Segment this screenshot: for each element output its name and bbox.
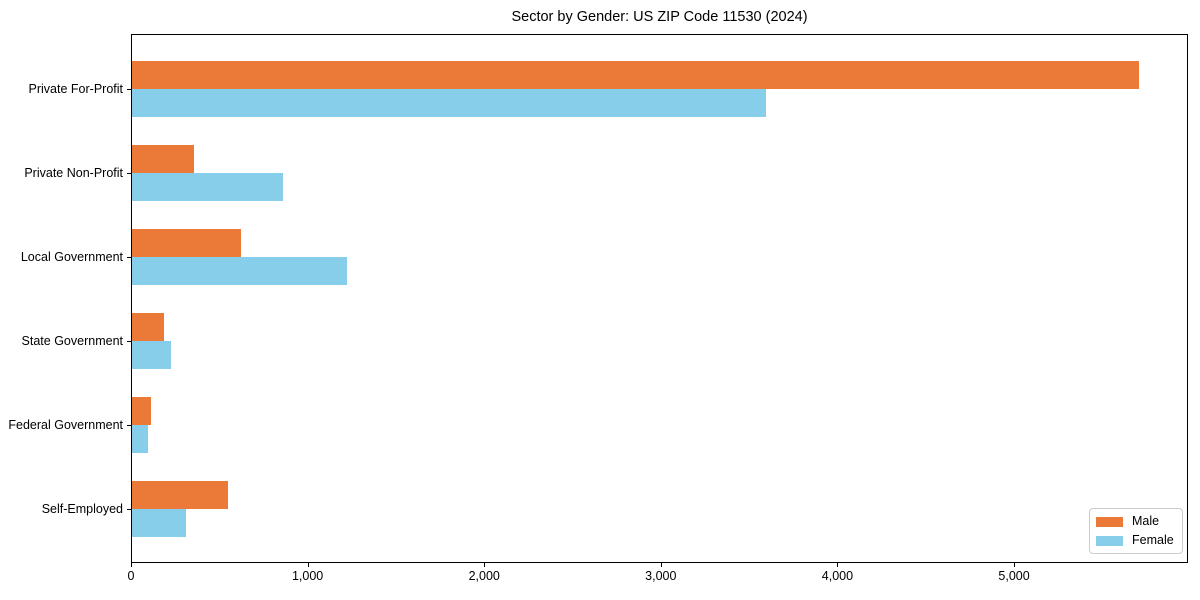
bar-female <box>132 172 283 201</box>
x-tick-label: 0 <box>127 569 135 583</box>
y-axis-tick <box>127 88 131 90</box>
y-axis-tick <box>127 256 131 258</box>
bar-female <box>132 509 186 538</box>
x-axis-tick <box>660 563 662 567</box>
x-axis-tick <box>307 563 309 567</box>
x-axis-tick <box>1014 563 1016 567</box>
y-tick-label: Private Non-Profit <box>24 165 123 180</box>
y-axis-tick <box>127 509 131 511</box>
plot-area <box>131 34 1188 563</box>
legend-entry-female: Female <box>1096 533 1174 548</box>
legend: Male Female <box>1089 508 1183 554</box>
legend-label-female: Female <box>1132 533 1174 547</box>
x-tick-label: 5,000 <box>998 569 1030 583</box>
legend-label-male: Male <box>1132 514 1160 528</box>
bar-male <box>132 144 194 173</box>
y-axis-tick <box>127 425 131 427</box>
bar-female <box>132 425 148 454</box>
x-axis-tick <box>131 563 132 567</box>
x-axis-tick <box>837 563 839 567</box>
x-axis-tick <box>484 563 486 567</box>
male-color-swatch <box>1096 516 1123 527</box>
y-tick-label: State Government <box>21 333 123 348</box>
bar-male <box>132 60 1139 89</box>
female-color-swatch <box>1096 535 1123 546</box>
x-tick-label: 4,000 <box>821 569 854 583</box>
x-tick-label: 1,000 <box>291 569 324 583</box>
y-axis-tick <box>127 340 131 342</box>
legend-entry-male: Male <box>1096 514 1174 529</box>
bar-female <box>132 88 767 117</box>
chart-title: Sector by Gender: US ZIP Code 11530 (202… <box>511 9 808 25</box>
bar-male <box>132 397 151 426</box>
x-tick-label: 2,000 <box>468 569 500 583</box>
y-tick-label: Local Government <box>20 249 123 264</box>
y-tick-label: Private For-Profit <box>28 81 123 96</box>
y-tick-label: Federal Government <box>8 418 123 433</box>
bar-female <box>132 256 348 285</box>
bar-male <box>132 312 164 341</box>
y-tick-label: Self-Employed <box>41 502 123 517</box>
bar-female <box>132 340 171 369</box>
bar-male <box>132 481 229 510</box>
y-axis-tick <box>127 172 131 174</box>
x-tick-label: 3,000 <box>645 569 677 583</box>
bar-male <box>132 228 242 257</box>
